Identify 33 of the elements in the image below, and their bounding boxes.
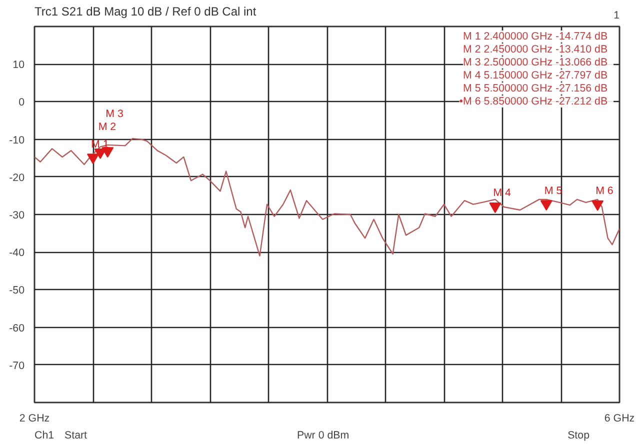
y-tick-label: -70 — [9, 360, 25, 372]
y-tick-label: -50 — [9, 284, 25, 297]
data-label: M 4 — [493, 187, 512, 200]
y-tick-label: -30 — [9, 210, 25, 222]
text: Start — [64, 430, 88, 442]
chart-title: Trc1 S21 dB Mag 10 dB / Ref 0 dB Cal int — [34, 4, 257, 18]
y-tick-label: -10 — [9, 134, 25, 146]
annotation: M 4 5.150000 GHz -27.797 dB — [463, 70, 608, 82]
point — [102, 147, 114, 158]
annotation: M 3 2.500000 GHz -13.066 dB — [463, 56, 608, 68]
y-tick-label: -60 — [9, 322, 25, 334]
annotation: M 5 5.500000 GHz -27.156 dB — [463, 82, 608, 94]
point — [489, 202, 502, 214]
point — [87, 154, 99, 164]
line-series — [34, 138, 620, 256]
y-tick-label: -40 — [9, 247, 25, 260]
x-tick-label: 6 GHz — [604, 412, 635, 424]
y-tick-label: 0 — [18, 96, 25, 109]
annotation: M 1 2.400000 GHz -14.774 dB — [463, 30, 608, 42]
text: Stop — [568, 430, 590, 442]
point — [592, 200, 604, 211]
data-label: M 3 — [106, 108, 124, 120]
text: 1 — [614, 10, 620, 22]
data-label: M 2 — [98, 121, 116, 134]
text: Ch1 — [34, 430, 54, 442]
data-label: M 6 — [596, 185, 614, 198]
x-tick-label: 2 GHz — [19, 412, 50, 424]
annotation: •M 6 5.850000 GHz -27.212 dB — [459, 96, 608, 108]
text: Pwr 0 dBm — [297, 430, 350, 442]
point — [540, 200, 552, 211]
annotation: M 2 2.450000 GHz -13.410 dB — [463, 44, 608, 56]
y-tick-label: -20 — [9, 172, 25, 184]
y-tick-label: 10 — [12, 59, 25, 72]
